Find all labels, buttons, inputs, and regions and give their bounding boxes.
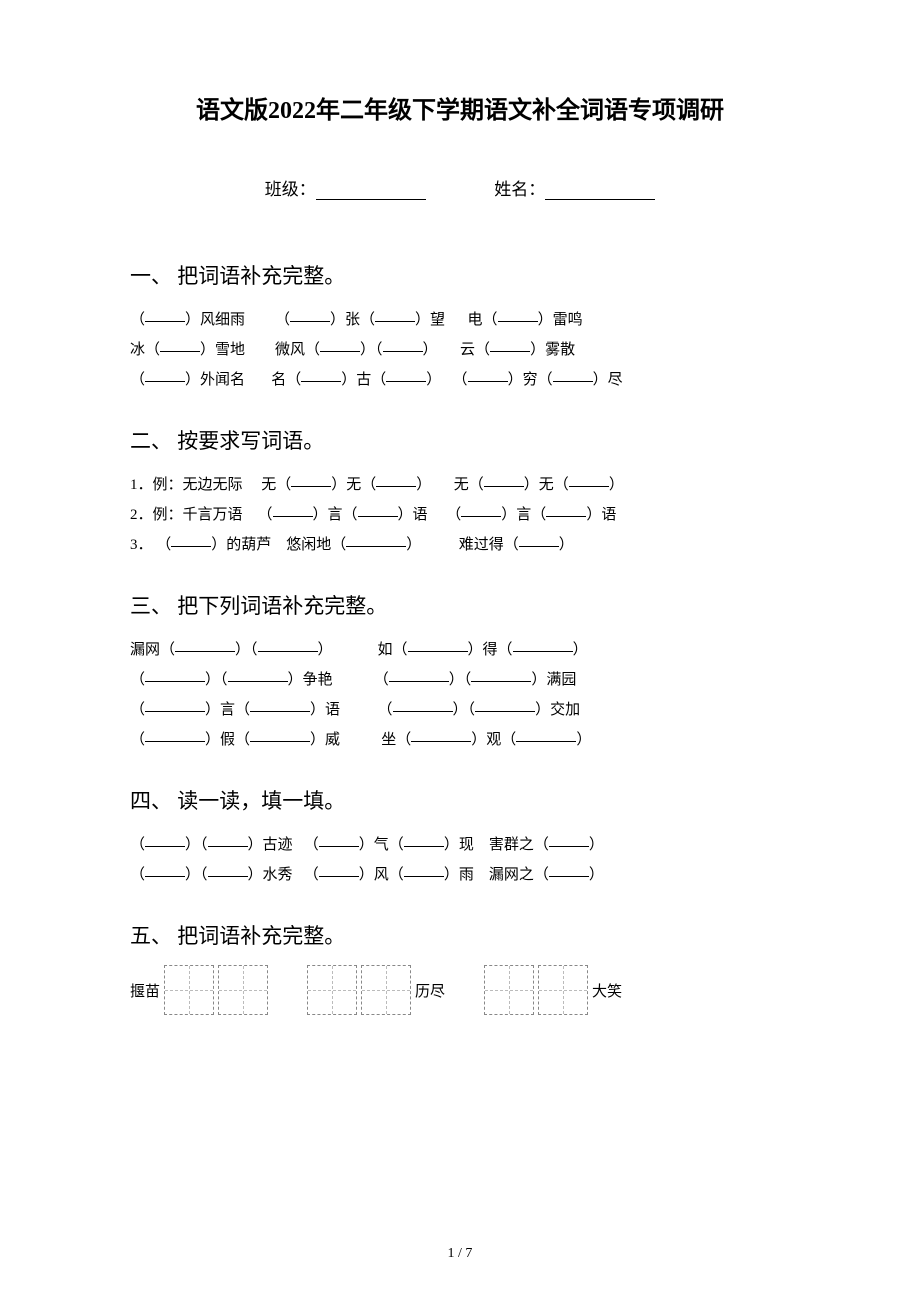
section-1-heading: 一、 把词语补充完整。 bbox=[130, 260, 790, 290]
blank[interactable] bbox=[516, 741, 576, 742]
blank[interactable] bbox=[290, 321, 330, 322]
section-5-heading: 五、 把词语补充完整。 bbox=[130, 920, 790, 950]
blank[interactable] bbox=[375, 321, 415, 322]
char-box[interactable] bbox=[218, 965, 268, 1015]
blank[interactable] bbox=[320, 351, 360, 352]
page-number: 1 / 7 bbox=[0, 1246, 920, 1262]
blank[interactable] bbox=[513, 651, 573, 652]
blank[interactable] bbox=[553, 381, 593, 382]
s4-row1: （）（）古迹 （）气（）现 害群之（） bbox=[130, 830, 790, 860]
blank[interactable] bbox=[145, 846, 185, 847]
s3-row3: （）言（）语 （）（）交加 bbox=[130, 695, 790, 725]
blank[interactable] bbox=[145, 876, 185, 877]
box-group-1: 揠苗 bbox=[130, 965, 268, 1015]
blank[interactable] bbox=[490, 351, 530, 352]
char-box[interactable] bbox=[361, 965, 411, 1015]
char-box[interactable] bbox=[164, 965, 214, 1015]
s2-row1: 1．例：无边无际 无（）无（） 无（）无（） bbox=[130, 470, 790, 500]
worksheet-title: 语文版2022年二年级下学期语文补全词语专项调研 bbox=[130, 90, 790, 125]
blank[interactable] bbox=[208, 846, 248, 847]
char-box[interactable] bbox=[538, 965, 588, 1015]
blank[interactable] bbox=[145, 681, 205, 682]
student-info-line: 班级： 姓名： bbox=[130, 175, 790, 200]
blank[interactable] bbox=[546, 516, 586, 517]
box-prefix-1: 揠苗 bbox=[130, 980, 160, 1001]
blank[interactable] bbox=[475, 711, 535, 712]
s1-row1: （）风细雨 （）张（）望 电（）雷鸣 bbox=[130, 305, 790, 335]
blank[interactable] bbox=[569, 486, 609, 487]
blank[interactable] bbox=[258, 651, 318, 652]
blank[interactable] bbox=[358, 516, 398, 517]
blank[interactable] bbox=[250, 741, 310, 742]
blank[interactable] bbox=[250, 711, 310, 712]
blank[interactable] bbox=[208, 876, 248, 877]
blank[interactable] bbox=[319, 846, 359, 847]
s5-box-row: 揠苗 历尽 大笑 bbox=[130, 965, 790, 1015]
blank[interactable] bbox=[389, 681, 449, 682]
box-suffix-3: 大笑 bbox=[592, 980, 622, 1001]
s1-row2: 冰（）雪地 微风（）（） 云（）雾散 bbox=[130, 335, 790, 365]
s2-row3: 3． （）的葫芦 悠闲地（） 难过得（） bbox=[130, 530, 790, 560]
char-box[interactable] bbox=[484, 965, 534, 1015]
box-group-3: 大笑 bbox=[484, 965, 622, 1015]
s2-row2: 2．例：千言万语 （）言（）语 （）言（）语 bbox=[130, 500, 790, 530]
name-label: 姓名： bbox=[494, 180, 545, 199]
blank[interactable] bbox=[404, 876, 444, 877]
s4-row2: （）（）水秀 （）风（）雨 漏网之（） bbox=[130, 860, 790, 890]
section-3-heading: 三、 把下列词语补充完整。 bbox=[130, 590, 790, 620]
blank[interactable] bbox=[519, 546, 559, 547]
blank[interactable] bbox=[498, 321, 538, 322]
s3-row1: 漏网（）（） 如（）得（） bbox=[130, 635, 790, 665]
blank[interactable] bbox=[319, 876, 359, 877]
blank[interactable] bbox=[484, 486, 524, 487]
name-input-blank[interactable] bbox=[545, 199, 655, 200]
section-2-heading: 二、 按要求写词语。 bbox=[130, 425, 790, 455]
s3-row4: （）假（）威 坐（）观（） bbox=[130, 725, 790, 755]
s1-row3: （）外闻名 名（）古（） （）穷（）尽 bbox=[130, 365, 790, 395]
char-box[interactable] bbox=[307, 965, 357, 1015]
blank[interactable] bbox=[383, 351, 423, 352]
blank[interactable] bbox=[346, 546, 406, 547]
blank[interactable] bbox=[411, 741, 471, 742]
box-suffix-2: 历尽 bbox=[415, 980, 445, 1001]
blank[interactable] bbox=[386, 381, 426, 382]
blank[interactable] bbox=[468, 381, 508, 382]
blank[interactable] bbox=[376, 486, 416, 487]
blank[interactable] bbox=[549, 876, 589, 877]
class-input-blank[interactable] bbox=[316, 199, 426, 200]
blank[interactable] bbox=[404, 846, 444, 847]
blank[interactable] bbox=[145, 741, 205, 742]
blank[interactable] bbox=[145, 381, 185, 382]
s3-row2: （）（）争艳 （）（）满园 bbox=[130, 665, 790, 695]
blank[interactable] bbox=[175, 651, 235, 652]
blank[interactable] bbox=[471, 681, 531, 682]
section-4-heading: 四、 读一读，填一填。 bbox=[130, 785, 790, 815]
blank[interactable] bbox=[171, 546, 211, 547]
blank[interactable] bbox=[160, 351, 200, 352]
blank[interactable] bbox=[145, 711, 205, 712]
box-group-2: 历尽 bbox=[307, 965, 445, 1015]
blank[interactable] bbox=[273, 516, 313, 517]
blank[interactable] bbox=[408, 651, 468, 652]
blank[interactable] bbox=[549, 846, 589, 847]
blank[interactable] bbox=[228, 681, 288, 682]
blank[interactable] bbox=[291, 486, 331, 487]
blank[interactable] bbox=[461, 516, 501, 517]
blank[interactable] bbox=[145, 321, 185, 322]
class-label: 班级： bbox=[265, 180, 316, 199]
blank[interactable] bbox=[393, 711, 453, 712]
blank[interactable] bbox=[301, 381, 341, 382]
